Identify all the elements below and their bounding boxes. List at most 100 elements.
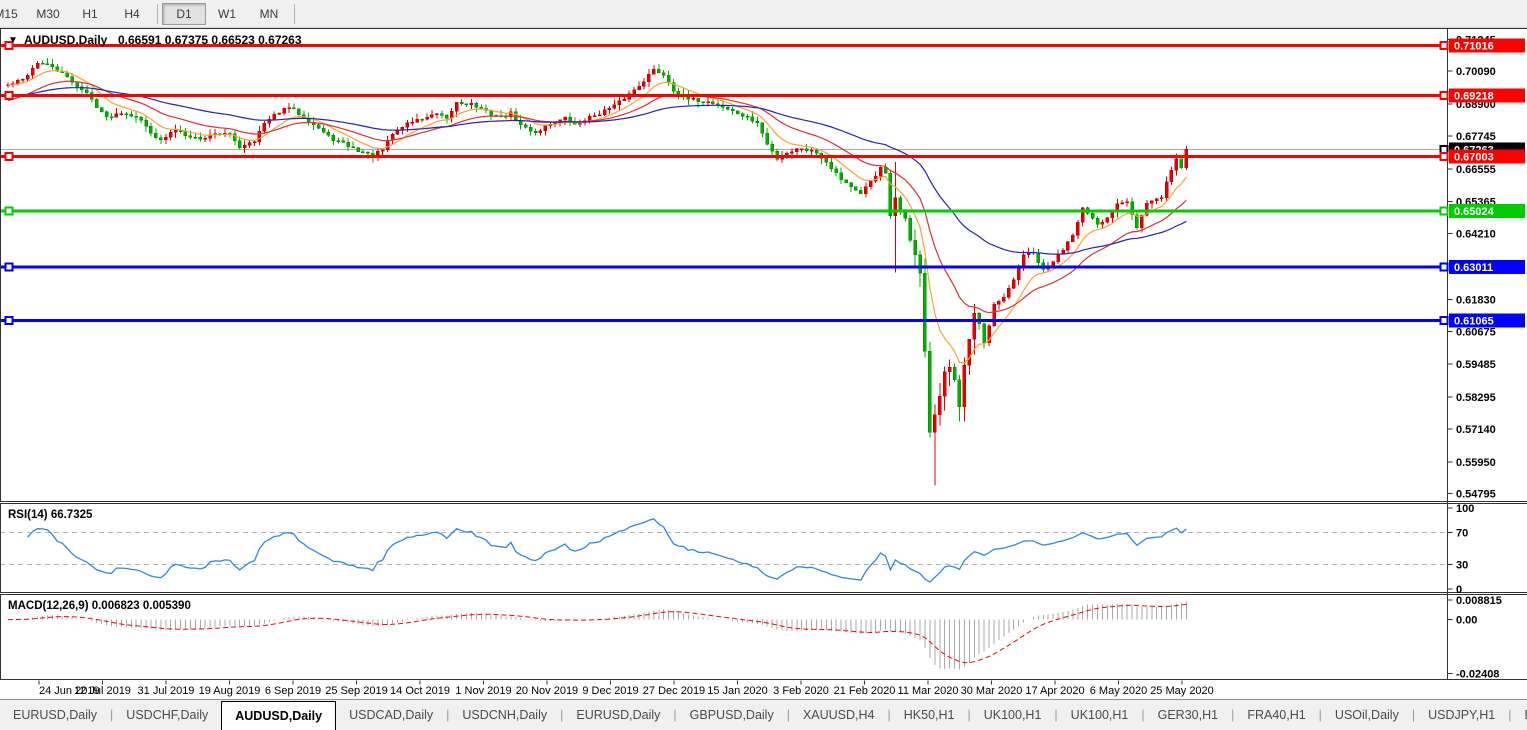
hline-drag-handle[interactable] (6, 317, 13, 324)
hline-drag-handle[interactable] (6, 153, 13, 160)
chart-tab[interactable]: USDJPY,H1 (1415, 700, 1508, 730)
candle-body (815, 150, 818, 153)
date-axis-label: 25 Sep 2019 (325, 685, 387, 697)
price-level-badge-marker (1441, 153, 1448, 160)
candle-body (347, 142, 350, 147)
chart-dropdown-icon[interactable]: ▼ (8, 35, 18, 46)
candle-body (317, 125, 320, 129)
candle-body (41, 63, 44, 64)
candle-body (154, 133, 157, 137)
macd-axis-label: 0.008815 (1456, 595, 1502, 607)
timeframe-button-h4[interactable]: H4 (111, 3, 153, 25)
candle-body (662, 73, 665, 75)
candle-body (327, 132, 330, 135)
chart-tab[interactable]: EURUSD,Daily (0, 700, 110, 730)
price-level-badge-marker (1441, 263, 1448, 270)
date-axis-label: 6 Sep 2019 (265, 685, 321, 697)
timeframe-button-m30[interactable]: M30 (27, 3, 69, 25)
chart-tab[interactable]: GBPUSD,Daily (677, 700, 787, 730)
timeframe-button-m15[interactable]: M15 (0, 3, 27, 25)
price-axis-label: 0.59485 (1456, 359, 1496, 371)
candle-body (702, 102, 705, 103)
chart-tab[interactable]: EURUSD,Daily (563, 700, 673, 730)
candle-body (1175, 159, 1178, 171)
candle-body (465, 104, 468, 105)
candle-body (1140, 215, 1143, 227)
chart-tab[interactable]: USOil,Daily (1322, 700, 1412, 730)
candle-body (169, 132, 172, 137)
hline-drag-handle[interactable] (6, 263, 13, 270)
candle-body (342, 141, 345, 143)
candle-body (909, 218, 912, 240)
candle-body (928, 351, 931, 432)
date-axis-label: 14 Oct 2019 (390, 685, 450, 697)
candle-body (159, 138, 162, 140)
candle-body (707, 102, 710, 103)
candle-body (66, 73, 69, 77)
candle-body (36, 63, 39, 68)
candle-body (140, 117, 143, 120)
candle-body (292, 108, 295, 109)
price-axis-label: 0.70090 (1456, 66, 1496, 78)
candle-body (968, 339, 971, 365)
candle-body (805, 149, 808, 151)
chart-tab[interactable]: HK50,H1 (891, 700, 968, 730)
candle-body (411, 122, 414, 123)
chart-tab[interactable]: USDCHF,Daily (113, 700, 221, 730)
chart-tab[interactable]: FRA40,H1 (1234, 700, 1318, 730)
chart-tab[interactable]: GER30,H1 (1145, 700, 1231, 730)
chart-tab[interactable]: DJ30,H1 (1512, 700, 1527, 730)
chart-tab[interactable]: XAUUSD,H4 (790, 700, 888, 730)
candle-body (963, 365, 966, 407)
candle-body (795, 149, 798, 152)
candle-body (460, 102, 463, 103)
candle-body (864, 187, 867, 194)
candle-body (164, 137, 167, 140)
candle-body (810, 150, 813, 151)
timeframe-button-h1[interactable]: H1 (69, 3, 111, 25)
candle-body (85, 90, 88, 93)
chart-tab[interactable]: UK100,H1 (1058, 700, 1142, 730)
candle-body (850, 183, 853, 187)
rsi-axis-label: 30 (1456, 560, 1468, 572)
chart-tab[interactable]: USDCNH,Daily (449, 700, 560, 730)
timeframe-button-w1[interactable]: W1 (206, 3, 248, 25)
candle-body (1012, 280, 1015, 288)
price-axis-label: 0.61830 (1456, 294, 1496, 306)
candle-body (943, 372, 946, 397)
chart-tab[interactable]: USDCAD,Daily (336, 700, 446, 730)
candle-body (1057, 254, 1060, 262)
candle-body (948, 367, 951, 372)
candle-body (426, 117, 429, 119)
candle-body (840, 173, 843, 180)
chart-title-symbol: AUDUSD,Daily (24, 33, 108, 47)
candle-body (564, 117, 567, 120)
hline-drag-handle[interactable] (6, 208, 13, 215)
candle-body (361, 152, 364, 153)
chart-tab[interactable]: AUDUSD,Daily (221, 701, 336, 730)
candle-body (830, 162, 833, 169)
candle-body (825, 158, 828, 162)
candle-body (800, 149, 803, 150)
candle-body (273, 114, 276, 119)
candle-body (199, 137, 202, 139)
candle-body (406, 123, 409, 128)
timeframe-button-mn[interactable]: MN (248, 3, 290, 25)
toolbar-separator (294, 4, 295, 24)
price-level-badge-marker (1441, 92, 1448, 99)
candle-body (859, 190, 862, 194)
candle-body (1150, 201, 1153, 203)
candle-body (692, 98, 695, 99)
candle-body (1165, 182, 1168, 198)
date-axis-label: 11 Mar 2020 (898, 685, 959, 697)
date-axis-label: 3 Feb 2020 (773, 685, 829, 697)
candle-body (761, 123, 764, 133)
hline-drag-handle[interactable] (6, 92, 13, 99)
candle-body (1126, 202, 1129, 203)
timeframe-button-d1[interactable]: D1 (162, 3, 206, 25)
candle-body (854, 187, 857, 190)
chart-tab[interactable]: UK100,H1 (971, 700, 1055, 730)
candle-body (1017, 268, 1020, 280)
